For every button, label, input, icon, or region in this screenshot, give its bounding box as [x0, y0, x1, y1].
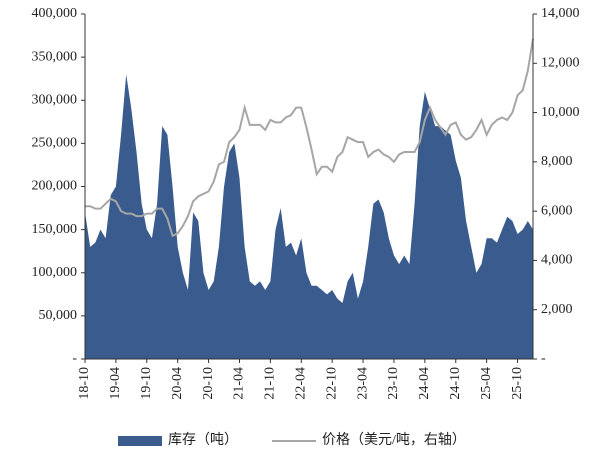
legend-label: 价格（美元/吨，右轴）: [322, 432, 466, 448]
x-tick-label: 23-10: [386, 367, 401, 400]
y-tick-label: -: [72, 351, 77, 366]
x-tick-label: 25-10: [510, 367, 525, 400]
y-tick-label: 350,000: [32, 49, 78, 64]
y2-tick-label: 6,000: [541, 203, 573, 218]
y-tick-label: 100,000: [32, 265, 78, 280]
y2-tick-label: 10,000: [541, 105, 580, 120]
x-tick-label: 21-10: [263, 367, 278, 400]
x-tick-label: 24-10: [448, 367, 463, 400]
x-tick-label: 25-04: [479, 367, 494, 400]
legend-swatch: [118, 436, 162, 446]
y2-tick-label: 12,000: [541, 56, 580, 71]
y2-tick-label: 14,000: [541, 6, 580, 21]
x-tick-label: 19-04: [108, 367, 123, 400]
x-tick-label: 20-04: [170, 367, 185, 400]
y-tick-label: 50,000: [39, 308, 78, 323]
x-tick-label: 19-10: [139, 367, 154, 400]
x-tick-label: 22-04: [293, 367, 308, 400]
x-tick-label: 24-04: [417, 367, 432, 400]
y2-tick-label: 8,000: [541, 154, 573, 169]
y-tick-label: 150,000: [32, 222, 78, 237]
x-tick-label: 18-10: [77, 367, 92, 400]
x-tick-label: 20-10: [201, 367, 216, 400]
legend-label: 库存（吨）: [168, 432, 238, 448]
y-tick-label: 200,000: [32, 179, 78, 194]
x-tick-label: 22-10: [324, 367, 339, 400]
y-tick-label: 300,000: [32, 92, 78, 107]
y2-tick-label: 4,000: [541, 253, 573, 268]
x-tick-label: 23-04: [355, 367, 370, 400]
inventory-area: [85, 74, 533, 359]
y-tick-label: 400,000: [32, 6, 78, 21]
y2-tick-label: -: [541, 351, 546, 366]
y-tick-label: 250,000: [32, 136, 78, 151]
price-line: [85, 38, 534, 238]
x-tick-label: 21-04: [232, 367, 247, 400]
y2-tick-label: 2,000: [541, 302, 573, 317]
